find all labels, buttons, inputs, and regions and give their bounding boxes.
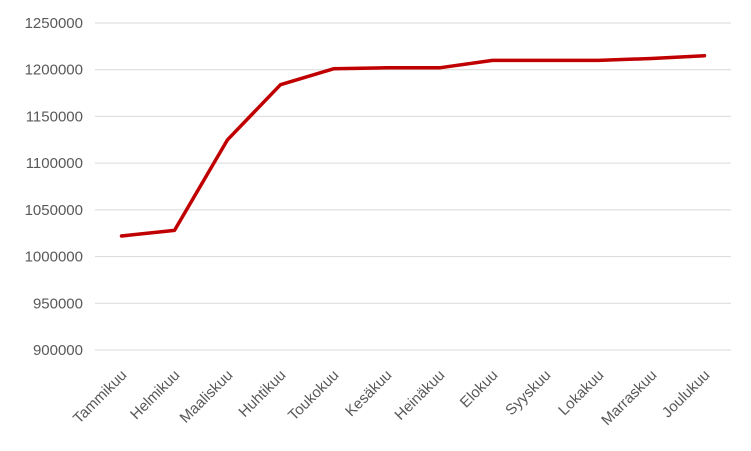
x-tick-label: Heinäkuu	[391, 367, 448, 424]
x-tick-label: Maaliskuu	[177, 367, 237, 427]
x-tick-label: Tammikuu	[70, 367, 130, 427]
y-axis-tick-labels: 900000 950000 1000000 1050000 1100000 1150000…	[25, 15, 83, 359]
x-tick-label: Marraskuu	[598, 367, 660, 429]
y-tick-label: 1050000	[25, 202, 83, 219]
y-tick-label: 1000000	[25, 249, 83, 266]
series-layer	[119, 53, 707, 238]
x-tick-label: Syyskuu	[502, 367, 554, 419]
gridlines	[95, 22, 731, 351]
x-tick-label: Elokuu	[457, 367, 501, 411]
x-tick-label: Lokakuu	[555, 367, 607, 419]
y-tick-label: 950000	[33, 295, 83, 312]
y-tick-label: 1200000	[25, 62, 83, 79]
y-tick-label: 1150000	[26, 108, 83, 125]
series-line	[119, 53, 707, 238]
x-tick-label: Joulukuu	[659, 367, 713, 421]
x-tick-label: Kesäkuu	[342, 367, 395, 420]
y-tick-label: 900000	[33, 342, 83, 359]
x-tick-label: Toukokuu	[285, 367, 342, 424]
y-tick-label: 1100000	[26, 155, 83, 172]
x-tick-label: Huhtikuu	[235, 367, 289, 421]
x-tick-label: Helmikuu	[127, 367, 183, 423]
y-tick-label: 1250000	[25, 15, 83, 32]
